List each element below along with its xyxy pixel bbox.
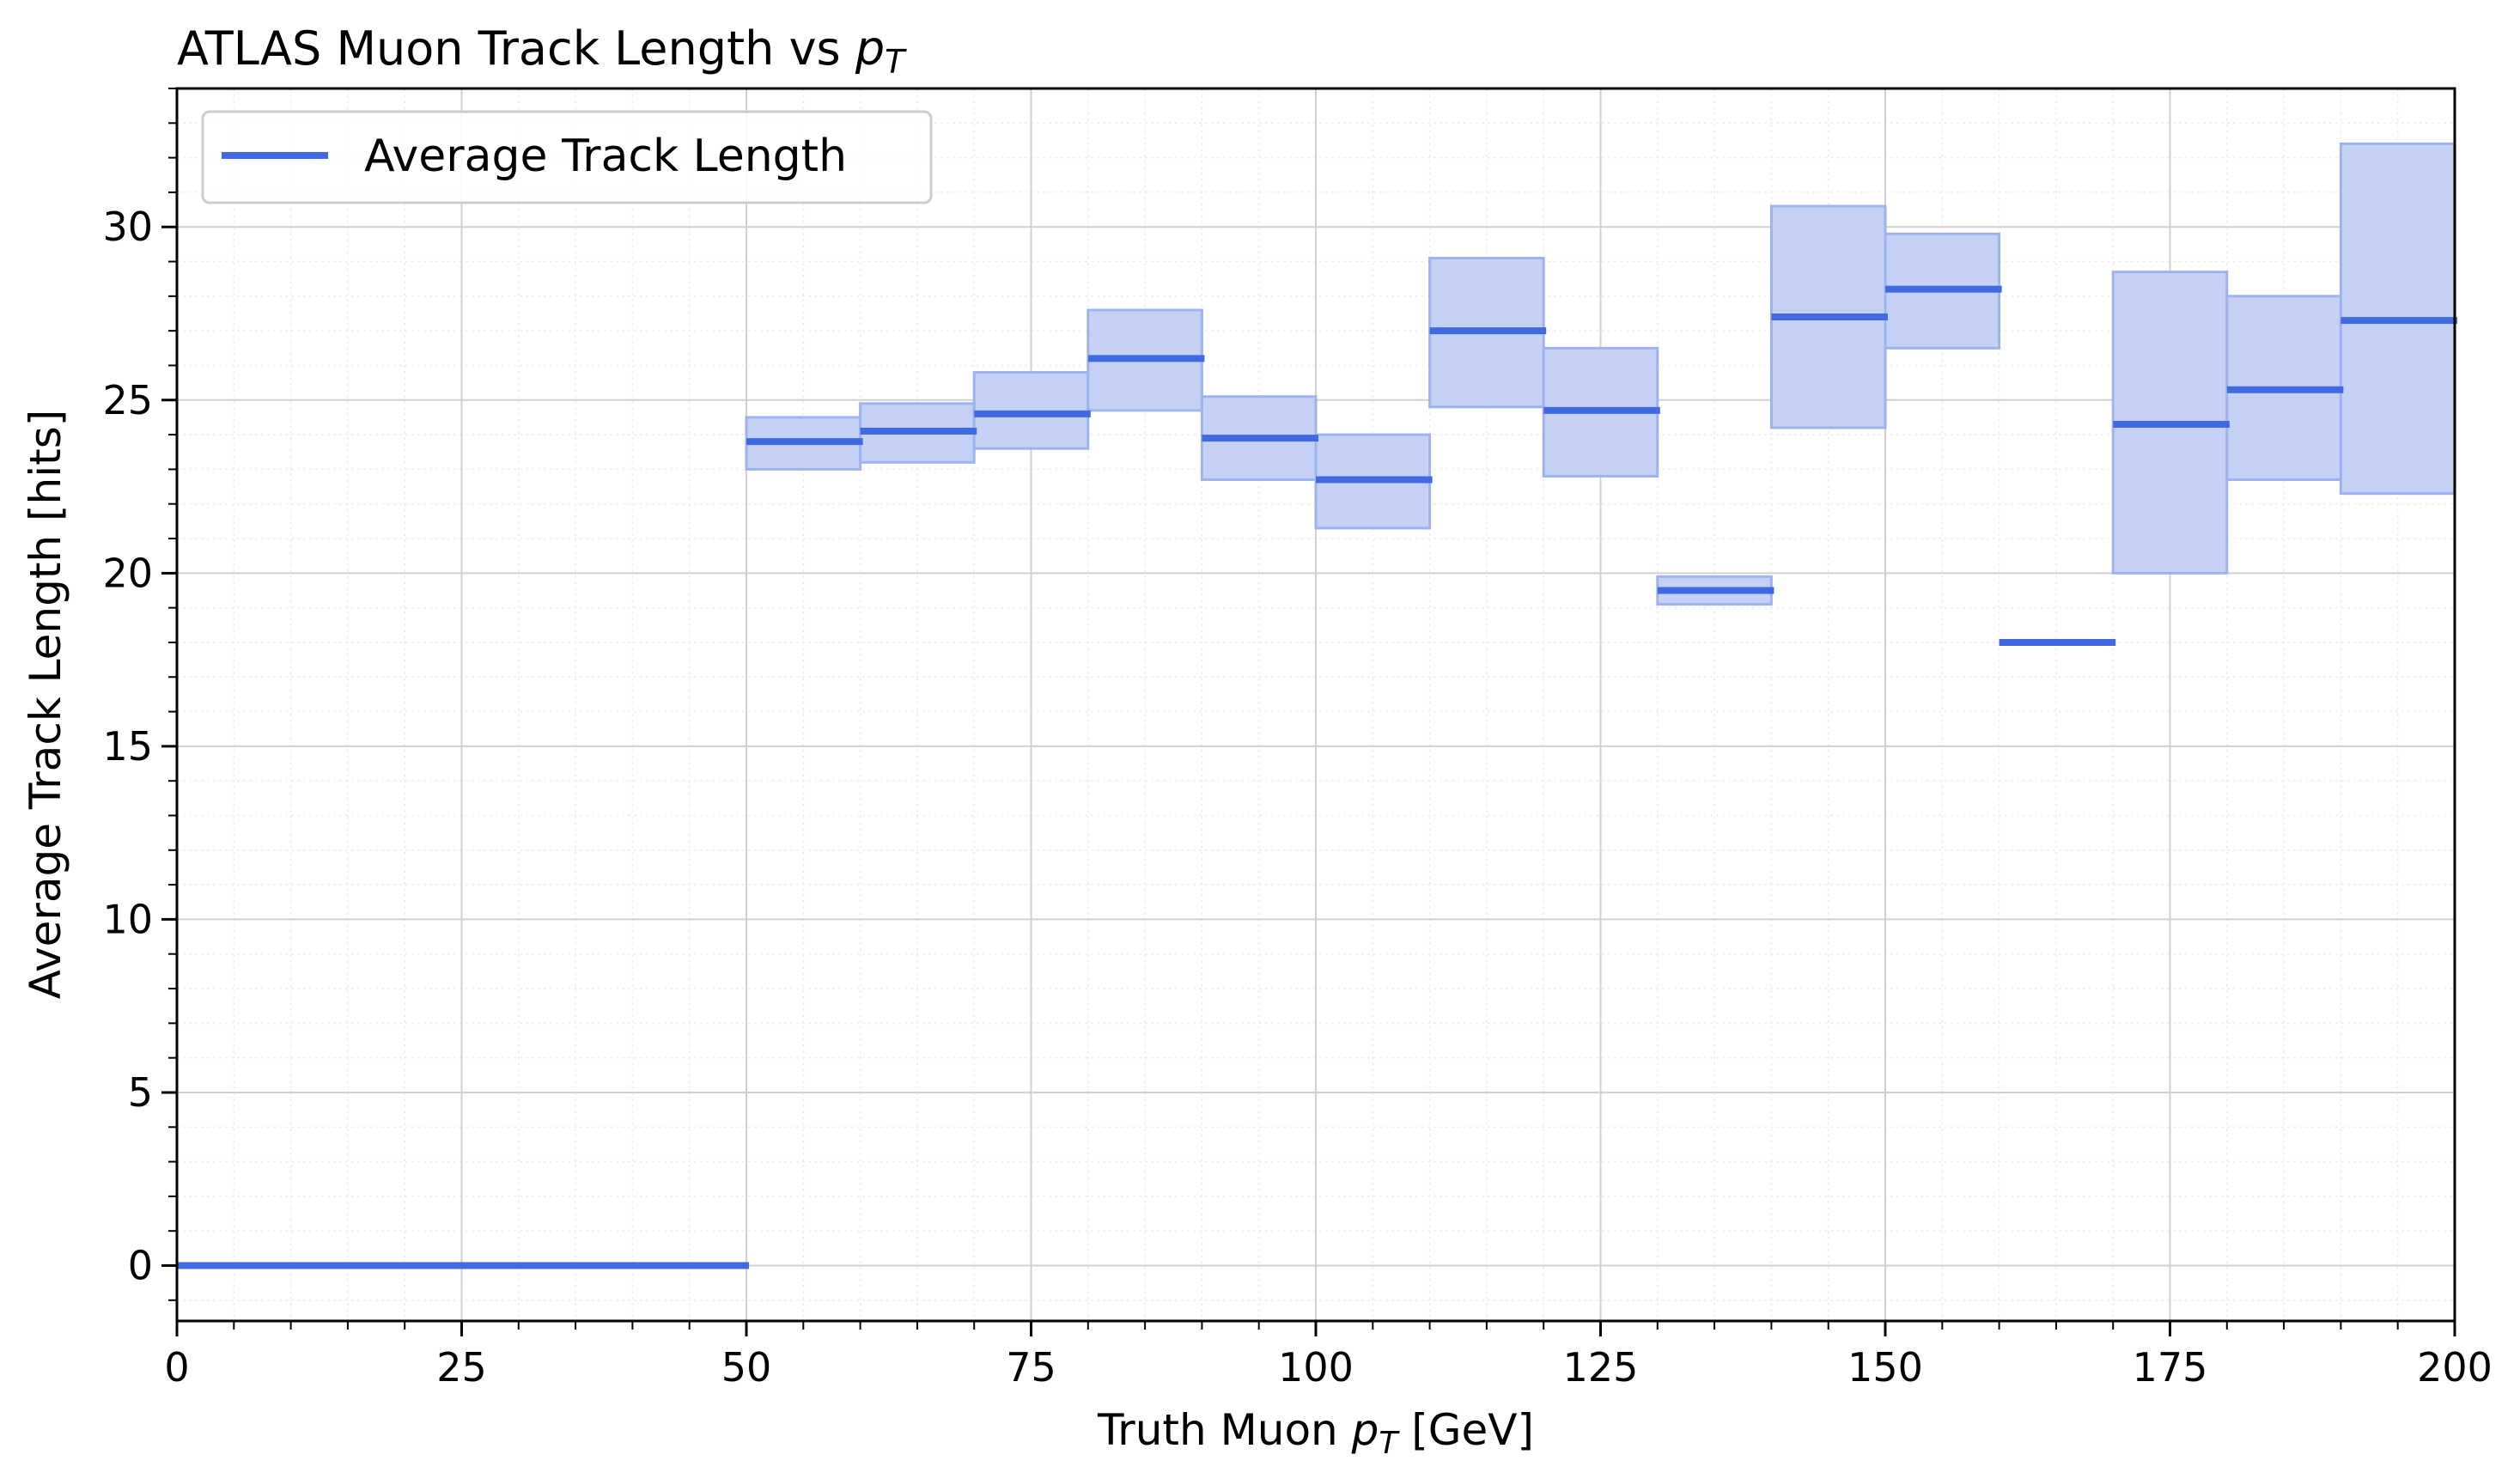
chart-title: ATLAS Muon Track Length vs pT xyxy=(177,21,907,81)
x-tick-label: 125 xyxy=(1563,1344,1639,1391)
uncertainty-band xyxy=(972,371,1090,450)
y-tick-label: 10 xyxy=(102,896,153,942)
legend-label: Average Track Length xyxy=(364,131,847,182)
x-tick-label: 100 xyxy=(1278,1344,1354,1391)
x-tick-label: 75 xyxy=(1006,1344,1056,1391)
x-tick-label: 175 xyxy=(2133,1344,2208,1391)
y-axis-label: Average Track Length [hits] xyxy=(21,410,70,1000)
legend-box xyxy=(201,110,933,204)
y-tick-labels: 0 5 10 15 20 25 30 xyxy=(102,204,153,1288)
x-tick-labels: 0 25 50 75 100 125 150 175 200 xyxy=(164,1344,2493,1391)
x-tick-label: 50 xyxy=(721,1344,772,1391)
x-tick-label: 0 xyxy=(164,1344,189,1391)
y-tick-label: 5 xyxy=(128,1069,153,1116)
x-tick-label: 25 xyxy=(436,1344,487,1391)
y-tick-label: 25 xyxy=(102,377,153,423)
axis-ticks xyxy=(161,88,2456,1336)
y-tick-label: 20 xyxy=(102,550,153,596)
x-tick-label: 150 xyxy=(1847,1344,1923,1391)
legend: Average Track Length xyxy=(201,110,933,204)
y-tick-label: 30 xyxy=(102,204,153,250)
x-tick-label: 200 xyxy=(2417,1344,2493,1391)
x-axis-label: Truth Muon pT [GeV] xyxy=(1097,1405,1534,1461)
y-tick-label: 0 xyxy=(128,1243,153,1289)
mean-lines xyxy=(177,285,2457,1269)
y-tick-label: 15 xyxy=(102,723,153,770)
